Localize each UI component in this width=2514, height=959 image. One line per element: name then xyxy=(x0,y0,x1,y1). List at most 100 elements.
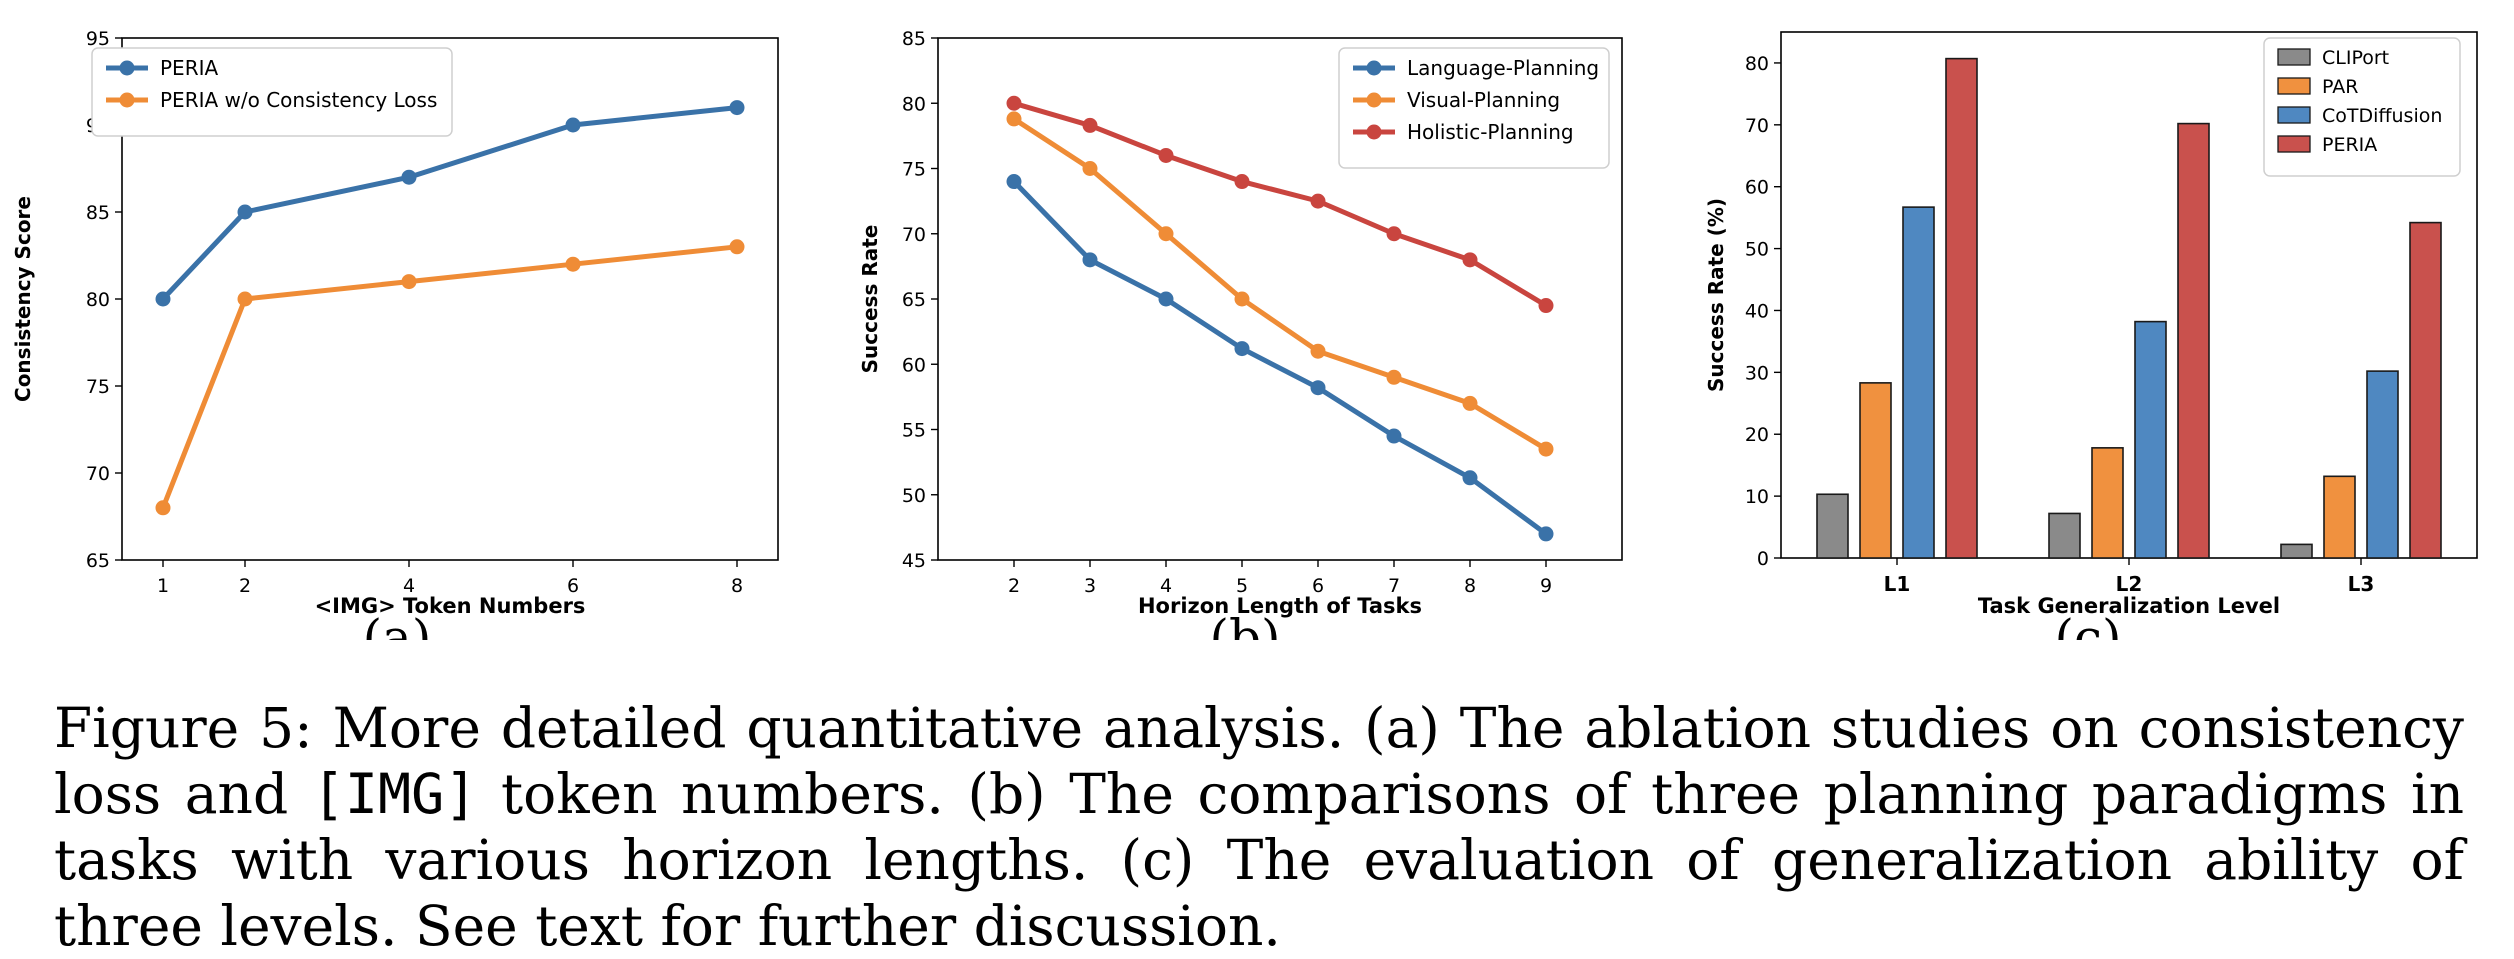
data-point xyxy=(155,500,171,516)
legend-marker xyxy=(119,60,135,76)
x-axis-label: Task Generalization Level xyxy=(1978,594,2280,618)
caption-img-token: [IMG] xyxy=(311,762,478,826)
figure-svg: 1246865707580859095Consistency ScorePERI… xyxy=(11,28,2478,667)
series-peria xyxy=(155,100,745,307)
y-tick-label: 40 xyxy=(1745,300,1769,322)
data-point xyxy=(1386,369,1402,385)
data-point xyxy=(1006,95,1022,111)
bar-par-l3 xyxy=(2323,475,2356,559)
data-point xyxy=(237,204,253,220)
x-tick-label: 1 xyxy=(157,575,169,597)
data-point xyxy=(1082,161,1098,176)
y-tick-label: 75 xyxy=(902,159,926,181)
data-point xyxy=(1538,441,1554,457)
x-tick-label: 9 xyxy=(1540,575,1552,597)
y-tick-label: 80 xyxy=(902,93,926,115)
panel-label: (c) xyxy=(2054,609,2121,640)
data-point xyxy=(1158,147,1174,163)
series-holistic-planning xyxy=(1006,95,1554,314)
bar-par-l1 xyxy=(1859,382,1892,559)
legend-label: Language-Planning xyxy=(1407,56,1599,80)
y-tick-label: 65 xyxy=(86,550,110,572)
y-tick-label: 55 xyxy=(902,420,926,442)
y-tick-label: 95 xyxy=(86,28,110,50)
x-axis-label: <IMG> Token Numbers xyxy=(315,594,586,618)
bar-peria-l2 xyxy=(2177,122,2210,559)
caption-prefix: Figure 5: More detailed quantitative ana… xyxy=(54,696,2464,826)
x-tick-label: L1 xyxy=(1884,572,1911,596)
bar-par-l2 xyxy=(2091,447,2124,559)
legend-swatch xyxy=(2277,106,2311,124)
legend-label: PERIA xyxy=(2322,134,2377,156)
data-point xyxy=(1462,252,1478,268)
y-tick-label: 65 xyxy=(902,289,926,311)
data-point xyxy=(1386,226,1402,242)
data-point xyxy=(1234,291,1250,307)
panel-label: (a) xyxy=(363,609,432,640)
x-tick-label: 4 xyxy=(1160,575,1172,597)
bar-peria-l3 xyxy=(2409,221,2442,559)
x-tick-label: 6 xyxy=(1312,575,1324,597)
bar-cotdiffusion-l3 xyxy=(2366,370,2399,559)
x-tick-label: 2 xyxy=(239,575,251,597)
y-tick-label: 50 xyxy=(1745,239,1769,261)
x-tick-label: 4 xyxy=(403,575,415,597)
legend-label: Holistic-Planning xyxy=(1407,120,1574,144)
series-language-planning xyxy=(1006,174,1554,542)
data-point xyxy=(565,256,581,272)
data-point xyxy=(1082,252,1098,268)
panel-label: (b) xyxy=(1209,609,1280,640)
y-tick-label: 80 xyxy=(1745,53,1769,75)
legend-marker xyxy=(1366,60,1382,76)
y-tick-label: 70 xyxy=(902,224,926,246)
y-axis-label: Success Rate (%) xyxy=(1704,198,1728,392)
legend-marker xyxy=(1366,92,1382,108)
data-point xyxy=(237,291,253,307)
legend-box xyxy=(1338,47,1610,169)
y-tick-label: 30 xyxy=(1745,362,1769,384)
legend-label: CLIPort xyxy=(2322,47,2389,69)
series-peria-w-o-consistency-loss xyxy=(155,239,745,516)
x-tick-label: 8 xyxy=(1464,575,1476,597)
data-point xyxy=(729,100,745,116)
x-tick-label: L3 xyxy=(2348,572,2375,596)
bar-cliport-l3 xyxy=(2280,543,2313,559)
data-point xyxy=(155,291,171,307)
data-point xyxy=(1006,111,1022,127)
y-tick-label: 85 xyxy=(86,202,110,224)
y-tick-label: 50 xyxy=(902,485,926,507)
data-point xyxy=(1082,117,1098,133)
data-point xyxy=(401,169,417,185)
legend-marker xyxy=(1366,124,1382,140)
legend-label: PERIA xyxy=(160,56,218,80)
data-point xyxy=(1158,226,1174,242)
x-tick-label: 5 xyxy=(1236,575,1248,597)
series-line xyxy=(1012,116,1548,452)
x-tick-label: 3 xyxy=(1084,575,1096,597)
x-axis-label: Horizon Length of Tasks xyxy=(1138,594,1422,618)
data-point xyxy=(401,274,417,290)
legend-box xyxy=(2263,37,2461,177)
series-line xyxy=(160,244,738,509)
legend-swatch xyxy=(2277,48,2311,66)
bar-peria-l1 xyxy=(1945,57,1978,559)
figure-caption: Figure 5: More detailed quantitative ana… xyxy=(54,695,2464,959)
bar-cotdiffusion-l1 xyxy=(1902,206,1935,559)
data-point xyxy=(1462,395,1478,411)
legend-label: CoTDiffusion xyxy=(2322,105,2442,127)
data-point xyxy=(1538,298,1554,314)
legend-swatch xyxy=(2277,77,2311,95)
legend-label: Visual-Planning xyxy=(1407,88,1560,112)
figure: 1246865707580859095Consistency ScorePERI… xyxy=(11,28,2478,667)
y-tick-label: 70 xyxy=(86,463,110,485)
legend-swatch xyxy=(2277,135,2311,153)
legend-label: PERIA w/o Consistency Loss xyxy=(160,88,437,112)
data-point xyxy=(1234,174,1250,190)
data-point xyxy=(729,239,745,255)
data-point xyxy=(1310,343,1326,359)
y-tick-label: 45 xyxy=(902,550,926,572)
y-tick-label: 0 xyxy=(1757,548,1769,570)
legend-box xyxy=(91,47,453,137)
y-axis-label: Consistency Score xyxy=(11,196,35,402)
bar-cliport-l1 xyxy=(1816,493,1849,559)
